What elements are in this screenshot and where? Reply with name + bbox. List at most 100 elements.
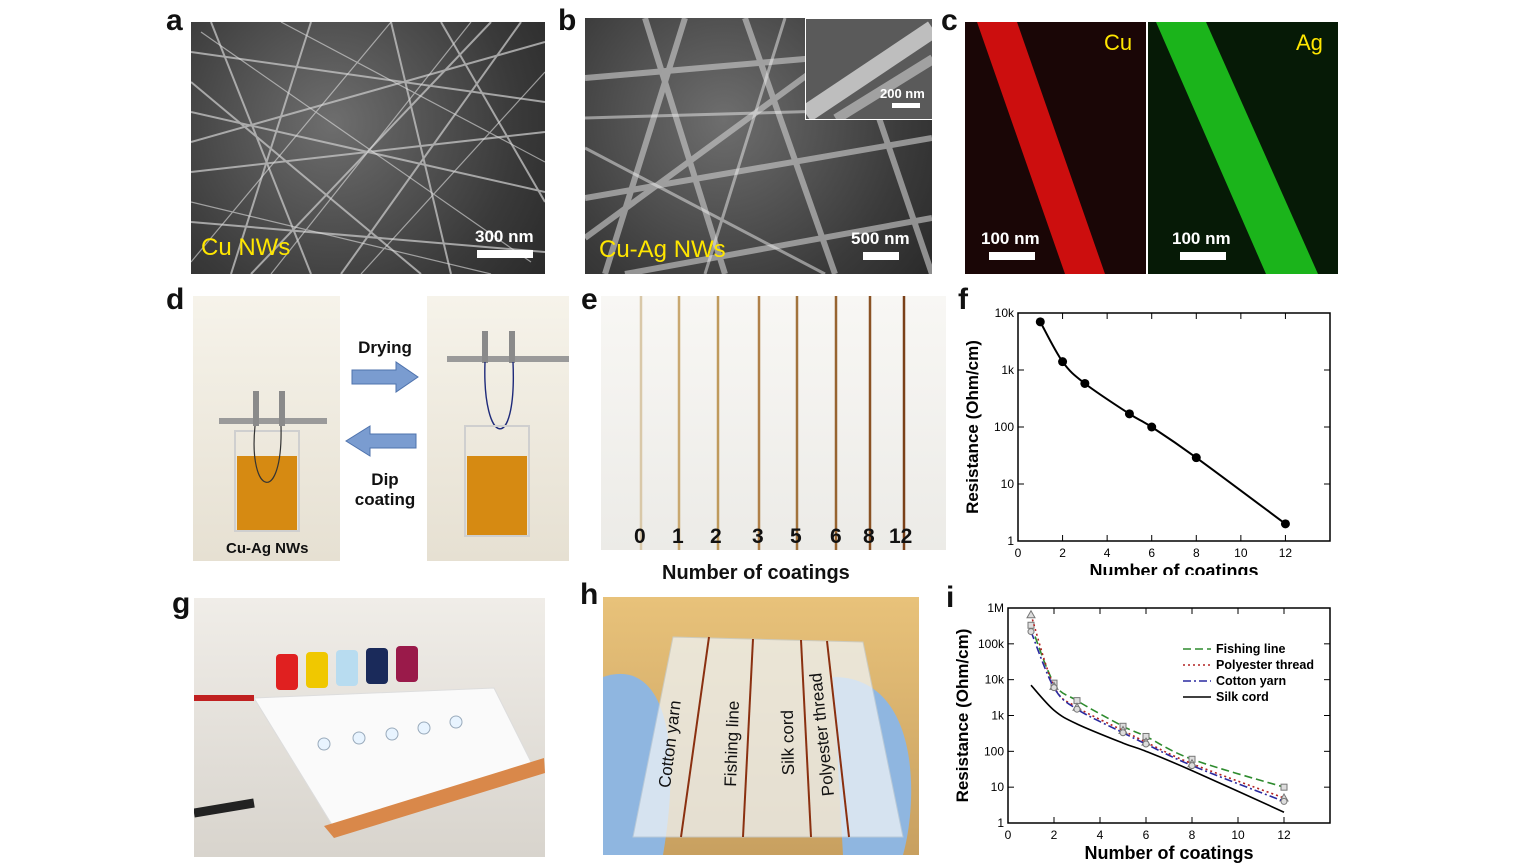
x-tick-label: 4 [1097,828,1104,842]
data-point [1124,409,1134,419]
eds-map-ag: Ag 100 nm [1148,22,1338,274]
legend-label: Polyester thread [1216,658,1314,672]
data-point [1119,729,1127,737]
y-tick-label: 100 [984,744,1004,758]
panel-label-i: i [946,581,955,614]
x-axis-label: Number of coatings [1084,843,1253,863]
thread-label-silk-cord: Silk cord [777,709,799,776]
eds-label-cu: Cu [1104,30,1133,55]
x-tick-label: 0 [1005,828,1012,842]
beaker-illustration [219,391,327,532]
x-tick-label: 2 [1059,546,1066,560]
data-point [1050,684,1058,692]
coated-threads-photo: 0 1 2 3 5 6 8 12 [601,296,946,550]
panel-label-b: b [558,4,577,37]
y-tick-label: 1k [991,709,1005,723]
plot-frame [1007,607,1331,824]
scale-label-c-left: 100 nm [981,229,1040,248]
sem-caption-cu-ag-nws: Cu-Ag NWs [599,236,726,263]
arrow-left-icon [345,425,417,457]
coating-label-3: 3 [752,525,764,548]
panel-label-e: e [581,283,598,316]
thread-strands [639,296,906,550]
legend-label: Cotton yarn [1216,674,1286,688]
panel-e-axis-label: Number of coatings [662,562,850,584]
x-tick-label: 6 [1148,546,1155,560]
y-tick-label: 10k [995,306,1015,320]
beaker-photo-drying [427,296,569,561]
coating-label-6: 6 [830,525,842,548]
data-point [1280,519,1290,529]
ag-signal-band [1156,22,1318,274]
eds-map-cu: Cu 100 nm [965,22,1146,274]
data-point [1026,609,1036,619]
resistance-chart-f: 0 2 4 6 8 10 12 1 10 100 1k 10k Number of coatings Re… [963,306,1331,575]
series-line [1039,321,1287,525]
coating-label-0: 0 [634,525,646,548]
data-point [1027,628,1035,636]
y-tick-label: 10k [985,673,1005,687]
legend-label: Silk cord [1216,690,1269,704]
arrow-label-dip: Dip [371,470,399,489]
panel-label-d: d [166,283,185,316]
coating-label-5: 5 [790,525,802,548]
arrow-label-coating: coating [354,489,416,509]
data-point [1147,422,1157,432]
y-tick-label: 100 [994,420,1014,434]
data-point [1191,453,1201,463]
panel-label-h: h [580,578,599,611]
inset-scale-bar [892,103,920,108]
beaker-photo-dipping: Cu-Ag NWs [193,296,340,561]
scale-bar-c-right [1180,252,1226,260]
resistance-chart-i: 0 2 4 6 8 10 12 1 10 100 1k 10k 100k 1M Number of coat… [955,601,1331,863]
y-tick-label: 1 [1007,534,1014,548]
plot-frame [1017,312,1331,542]
y-tick-label: 10 [991,780,1005,794]
x-tick-label: 0 [1015,546,1022,560]
sem-caption-cu-nws: Cu NWs [201,234,291,261]
scale-bar-c-left [989,252,1035,260]
scale-label-a: 300 nm [475,227,534,246]
x-tick-label: 8 [1193,546,1200,560]
data-point [1142,740,1150,748]
data-point [1080,378,1090,388]
nanowire-texture [191,22,545,274]
coating-label-12: 12 [889,525,913,548]
scale-label-c-right: 100 nm [1172,229,1231,248]
panel-label-a: a [166,4,183,37]
cu-signal-band [977,22,1105,274]
scale-label-b: 500 nm [851,229,910,248]
data-point [1035,317,1045,327]
sem-image-cu-nws: Cu NWs 300 nm [191,22,545,274]
inset-nanowire [800,21,932,124]
scale-bar-a [477,250,533,258]
data-point [1188,762,1196,770]
y-tick-label: 1M [987,601,1004,615]
sem-image-cu-ag-nws: 200 nm Cu-Ag NWs 500 nm [585,18,932,274]
y-axis-label: Resistance (Ohm/cm) [955,629,972,803]
thread-label-fishing-line: Fishing line [721,700,744,787]
y-tick-label: 1k [1001,363,1015,377]
threads-on-glass-photo: Cotton yarn Fishing line Silk cord Polye… [603,597,919,855]
y-tick-label: 1 [997,816,1004,830]
arrow-label-dip-coating: Dip coating [348,470,422,509]
arrow-right-icon [351,361,419,393]
coating-label-1: 1 [672,525,684,548]
x-tick-label: 2 [1051,828,1058,842]
x-tick-label: 4 [1104,546,1111,560]
x-tick-label: 12 [1279,546,1293,560]
x-tick-label: 12 [1277,828,1291,842]
coating-label-8: 8 [863,525,875,548]
spools-led-photo [194,598,545,857]
spools-illustration [194,646,545,838]
data-point [1073,705,1081,713]
inset-scale-label: 200 nm [880,86,925,101]
panel-label-g: g [172,587,191,620]
coating-label-2: 2 [710,525,722,548]
data-point [1027,621,1035,629]
panel-label-f: f [958,283,968,316]
scale-bar-b [863,252,899,260]
x-tick-label: 10 [1231,828,1245,842]
x-tick-label: 6 [1143,828,1150,842]
panel-label-c: c [941,4,958,37]
